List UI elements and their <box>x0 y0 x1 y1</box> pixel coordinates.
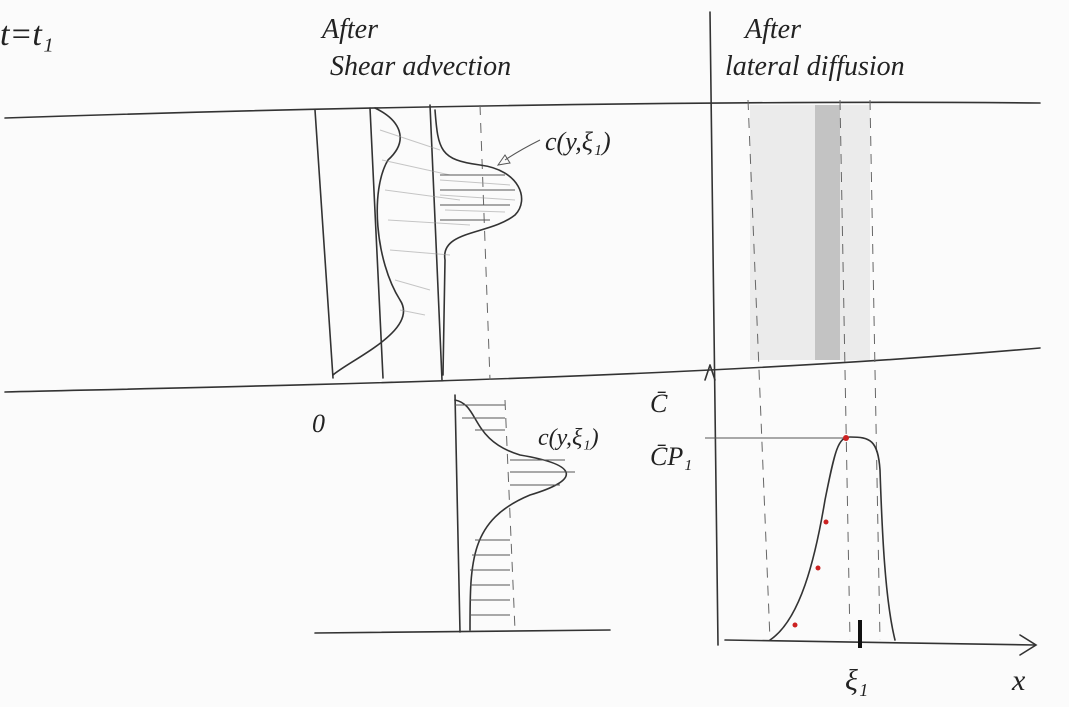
xi-label: ξ₁ <box>845 664 868 697</box>
heading: After <box>743 14 801 45</box>
point <box>793 623 798 628</box>
heading: Shear advection <box>330 51 511 82</box>
band-core <box>815 105 840 360</box>
c-bar-label: C̄ <box>650 389 668 418</box>
heading: lateral diffusion <box>725 51 905 82</box>
point <box>824 520 829 525</box>
profile-label: c(y,ξ₁) <box>545 127 611 156</box>
point <box>816 566 821 571</box>
origin-label: 0 <box>312 409 325 438</box>
diffused-band <box>750 105 870 360</box>
diagram: t=t₁ After Shear advection After lateral… <box>0 0 1069 707</box>
profile-label: c(y,ξ₁) <box>538 425 599 451</box>
x-label: x <box>1011 664 1026 697</box>
c-peak-label: C̄P₁ <box>650 442 692 471</box>
band <box>750 105 870 360</box>
point <box>843 435 849 441</box>
heading: After <box>320 14 378 45</box>
paper <box>0 0 1069 707</box>
time-label: t=t₁ <box>0 16 54 53</box>
